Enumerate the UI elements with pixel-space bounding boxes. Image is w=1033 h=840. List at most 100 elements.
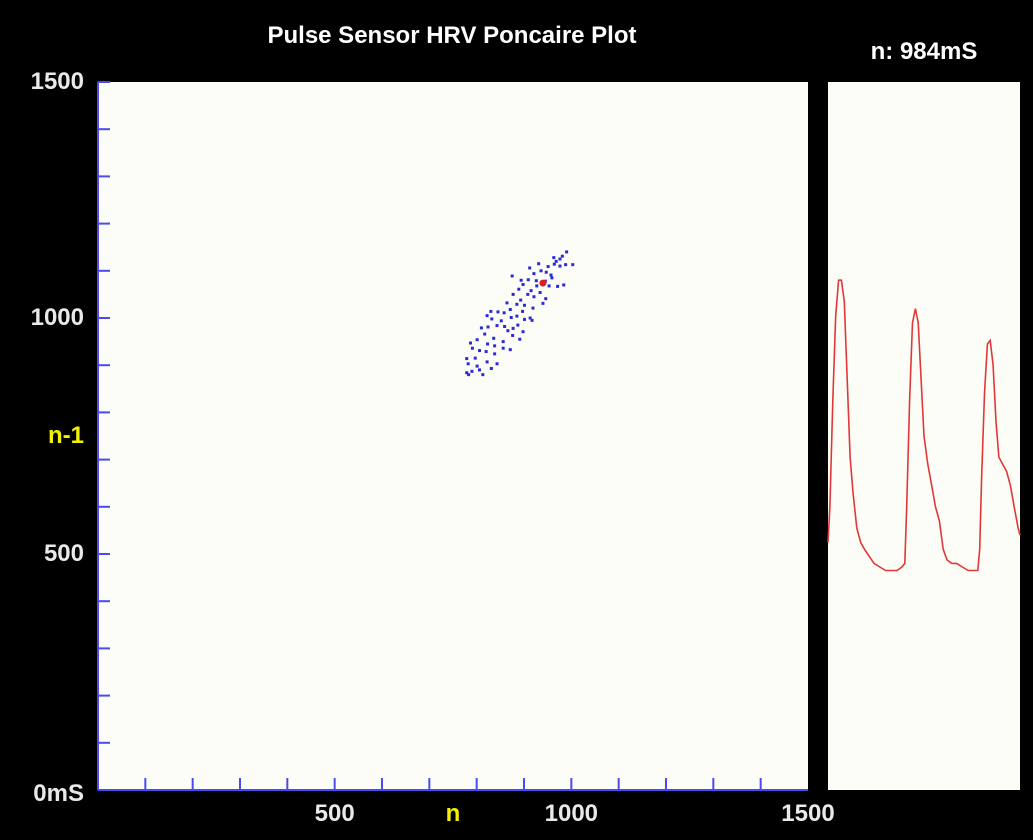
scatter-point [506, 329, 510, 333]
scatter-point [554, 259, 558, 263]
scatter-point [544, 270, 548, 274]
scatter-point [519, 298, 523, 302]
scatter-point [486, 325, 490, 329]
scatter-point [552, 256, 556, 260]
scatter-point [556, 284, 560, 288]
scatter-point [499, 319, 503, 323]
chart-title: Pulse Sensor HRV Poncaire Plot [267, 22, 637, 49]
x-axis-label: n [445, 800, 461, 827]
scatter-point [538, 291, 542, 295]
scatter-point [483, 332, 487, 336]
scatter-point [526, 292, 530, 296]
scatter-point [552, 262, 556, 266]
y-axis-label: n-1 [48, 422, 84, 449]
scatter-point [508, 308, 512, 312]
current-point-marker [539, 279, 547, 287]
scatter-point [521, 282, 525, 286]
scatter-point [526, 278, 530, 282]
scatter-point [529, 289, 533, 293]
scatter-point [528, 316, 532, 320]
x-tick-label: 1500 [781, 800, 835, 827]
scatter-point [565, 250, 569, 254]
scatter-point [493, 344, 497, 348]
scatter-point [528, 266, 532, 270]
y-tick-label: 0mS [33, 780, 84, 807]
scatter-point [505, 301, 509, 305]
scatter-point [475, 338, 479, 342]
scatter-point [467, 373, 471, 377]
scatter-point [534, 279, 538, 283]
scatter-point [495, 324, 499, 328]
scatter-point [473, 356, 477, 360]
scatter-point [511, 292, 515, 296]
scatter-point [484, 350, 488, 354]
scatter-point [478, 349, 482, 353]
scatter-point [470, 369, 474, 373]
scatter-point [516, 323, 520, 327]
scatter-point [539, 269, 543, 273]
scatter-point [466, 362, 470, 366]
y-tick-label: 1000 [30, 304, 84, 331]
scatter-point [517, 287, 521, 291]
scatter-point [560, 254, 564, 258]
scatter-point [535, 284, 539, 288]
scatter-point [550, 276, 554, 280]
y-tick-label: 1500 [30, 68, 84, 95]
scatter-point [502, 311, 506, 315]
scatter-point [544, 297, 548, 301]
scatter-point [489, 367, 493, 371]
scatter-point [490, 317, 494, 321]
scatter-point [501, 340, 505, 344]
scatter-point [486, 342, 490, 346]
scatter-point [495, 362, 499, 366]
scatter-point [571, 263, 575, 267]
scatter-point [469, 341, 473, 345]
scatter-point [537, 262, 541, 266]
scatter-point [522, 317, 526, 321]
scatter-point [518, 337, 522, 341]
scatter-point [521, 330, 525, 334]
scatter-point [558, 264, 562, 268]
scatter-point [470, 346, 474, 350]
scatter-point [475, 364, 479, 368]
scatter-point [546, 265, 550, 269]
scatter-point [501, 346, 505, 350]
scatter-point [481, 373, 485, 377]
scatter-point [549, 273, 553, 277]
pulse-waveform-line [827, 279, 1021, 572]
y-tick-label: 500 [43, 540, 84, 567]
scatter-point [562, 283, 566, 287]
scatter-point [492, 336, 496, 340]
x-tick-label: 1000 [544, 800, 599, 827]
scatter-point [511, 333, 515, 337]
scatter-point [496, 310, 500, 314]
scatter-point [532, 272, 536, 276]
scatter-point [509, 316, 513, 320]
scatter-point [485, 360, 489, 364]
scatter-point [564, 263, 568, 267]
scatter-point [515, 314, 519, 318]
scatter-point [465, 357, 469, 361]
scatter-point [510, 274, 514, 278]
scatter-point [530, 318, 534, 322]
poincare-plot-area [98, 82, 808, 790]
scatter-point [485, 314, 489, 318]
scatter-point [489, 309, 493, 313]
scatter-point [519, 278, 523, 282]
scatter-point [541, 301, 545, 305]
scatter-point [531, 306, 535, 310]
interval-readout: n: 984mS [870, 38, 978, 65]
scatter-point [522, 303, 526, 307]
scatter-point [532, 295, 536, 299]
scatter-point [521, 309, 525, 313]
scatter-point [558, 257, 562, 261]
x-tick-label: 500 [314, 800, 355, 827]
scatter-point [508, 348, 512, 352]
scatter-point [503, 324, 507, 328]
scatter-point [479, 326, 483, 330]
scatter-point [478, 368, 482, 372]
scatter-point [511, 326, 515, 330]
scatter-point [465, 371, 469, 375]
scatter-point [547, 284, 551, 288]
